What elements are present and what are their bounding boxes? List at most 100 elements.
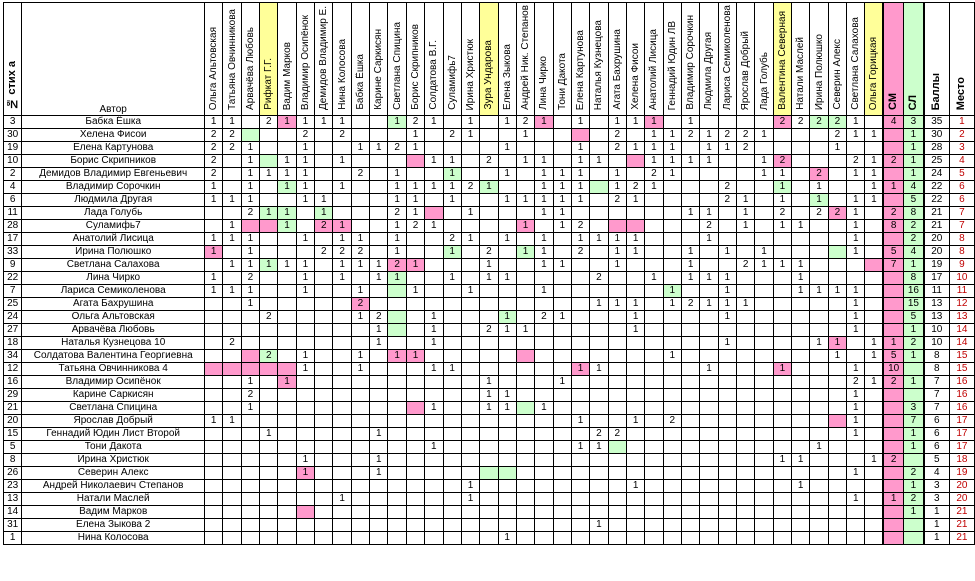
vote-cell[interactable]: 2	[350, 245, 371, 259]
vote-cell[interactable]	[846, 271, 866, 285]
vote-cell[interactable]	[424, 245, 444, 259]
vote-cell[interactable]	[625, 349, 646, 363]
vote-cell[interactable]	[699, 310, 719, 324]
vote-cell[interactable]	[405, 479, 426, 493]
vote-cell[interactable]: 1	[772, 362, 793, 376]
vote-cell[interactable]: 1	[479, 271, 499, 285]
vote-cell[interactable]	[240, 505, 261, 519]
vote-cell[interactable]: 1	[570, 414, 591, 428]
judge-header[interactable]: Агата Бахрушина	[607, 2, 627, 116]
vote-cell[interactable]	[350, 336, 371, 350]
vote-cell[interactable]	[515, 167, 536, 181]
vote-cell[interactable]: 1	[350, 310, 371, 324]
poem-number-cell[interactable]: 28	[2, 219, 23, 233]
vote-cell[interactable]	[222, 466, 242, 480]
vote-cell[interactable]	[552, 141, 572, 155]
vote-cell[interactable]: 2	[222, 141, 242, 155]
vote-cell[interactable]	[754, 362, 774, 376]
vote-cell[interactable]	[222, 349, 242, 363]
vote-cell[interactable]	[534, 479, 554, 493]
sl-cell[interactable]: 1	[903, 167, 925, 181]
vote-cell[interactable]	[809, 297, 829, 311]
vote-cell[interactable]	[809, 323, 829, 337]
vote-cell[interactable]	[332, 453, 352, 467]
vote-cell[interactable]: 1	[387, 115, 407, 129]
author-cell[interactable]: Хелена Фисои	[21, 128, 206, 142]
vote-cell[interactable]: 1	[846, 427, 866, 441]
vote-cell[interactable]	[534, 453, 554, 467]
vote-cell[interactable]	[295, 375, 316, 389]
vote-cell[interactable]	[589, 141, 609, 155]
vote-cell[interactable]	[295, 440, 316, 454]
sl-cell[interactable]	[903, 518, 925, 532]
vote-cell[interactable]: 1	[295, 115, 316, 129]
vote-cell[interactable]	[295, 245, 316, 259]
vote-cell[interactable]: 1	[699, 128, 719, 142]
vote-cell[interactable]: 1	[534, 232, 554, 246]
vote-cell[interactable]	[809, 518, 829, 532]
vote-cell[interactable]	[405, 505, 426, 519]
vote-cell[interactable]	[350, 427, 371, 441]
place-cell[interactable]: 14	[948, 323, 975, 337]
vote-cell[interactable]: 1	[717, 284, 738, 298]
vote-cell[interactable]	[827, 154, 848, 168]
vote-cell[interactable]	[387, 154, 407, 168]
vote-cell[interactable]: 2	[259, 115, 279, 129]
vote-cell[interactable]	[772, 310, 793, 324]
vote-cell[interactable]: 1	[625, 323, 646, 337]
place-cell[interactable]: 10	[948, 271, 975, 285]
judge-header[interactable]: Владимир Осипёнок	[295, 2, 316, 116]
poem-number-cell[interactable]: 19	[2, 141, 23, 155]
vote-cell[interactable]: 1	[405, 141, 426, 155]
vote-cell[interactable]	[644, 232, 664, 246]
vote-cell[interactable]	[204, 336, 224, 350]
vote-cell[interactable]	[570, 258, 591, 272]
vote-cell[interactable]	[772, 284, 793, 298]
vote-cell[interactable]: 1	[405, 206, 426, 220]
vote-cell[interactable]	[240, 310, 261, 324]
vote-cell[interactable]	[350, 453, 371, 467]
vote-cell[interactable]: 1	[497, 167, 517, 181]
vote-cell[interactable]	[240, 453, 261, 467]
vote-cell[interactable]: 1	[625, 414, 646, 428]
vote-cell[interactable]	[644, 362, 664, 376]
vote-cell[interactable]	[442, 453, 462, 467]
sl-cell[interactable]: 2	[903, 492, 925, 506]
author-cell[interactable]: Татьяна Овчинникова 4	[21, 362, 206, 376]
vote-cell[interactable]	[442, 336, 462, 350]
vote-cell[interactable]	[222, 440, 242, 454]
vote-cell[interactable]: 1	[864, 154, 884, 168]
judge-header[interactable]: Лариса Семиколенова	[717, 2, 738, 116]
vote-cell[interactable]: 2	[534, 310, 554, 324]
vote-cell[interactable]: 2	[625, 180, 646, 194]
vote-cell[interactable]	[369, 349, 389, 363]
vote-cell[interactable]	[625, 505, 646, 519]
sl-cell[interactable]: 3	[903, 115, 925, 129]
sm-cell[interactable]	[882, 531, 905, 545]
vote-cell[interactable]	[552, 115, 572, 129]
vote-cell[interactable]	[625, 388, 646, 402]
vote-cell[interactable]	[277, 518, 297, 532]
vote-cell[interactable]: 1	[680, 115, 701, 129]
vote-cell[interactable]: 1	[350, 232, 371, 246]
vote-cell[interactable]: 1	[442, 245, 462, 259]
vote-cell[interactable]	[570, 206, 591, 220]
vote-cell[interactable]	[295, 219, 316, 233]
score-cell[interactable]: 21	[922, 219, 950, 233]
vote-cell[interactable]	[735, 531, 756, 545]
vote-cell[interactable]: 1	[332, 154, 352, 168]
vote-cell[interactable]	[240, 349, 261, 363]
place-cell[interactable]: 20	[948, 492, 975, 506]
vote-cell[interactable]	[497, 440, 517, 454]
place-cell[interactable]: 20	[948, 479, 975, 493]
vote-cell[interactable]	[607, 284, 627, 298]
vote-cell[interactable]	[424, 349, 444, 363]
vote-cell[interactable]	[332, 479, 352, 493]
judge-header[interactable]: Зура Ундарова	[479, 2, 499, 116]
vote-cell[interactable]	[589, 466, 609, 480]
vote-cell[interactable]: 1	[295, 362, 316, 376]
vote-cell[interactable]: 1	[534, 206, 554, 220]
vote-cell[interactable]: 1	[387, 219, 407, 233]
vote-cell[interactable]	[497, 427, 517, 441]
vote-cell[interactable]	[240, 479, 261, 493]
